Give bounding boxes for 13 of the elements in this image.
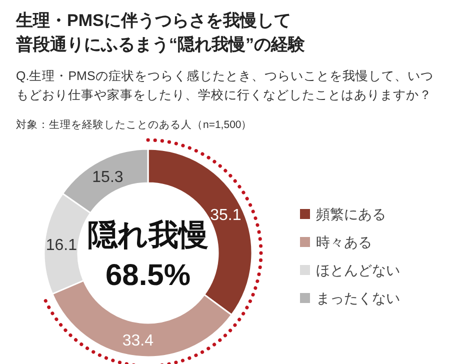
legend-label: 時々ある (316, 234, 372, 250)
data-label: 33.4 (122, 332, 154, 350)
legend-label: まったくない (316, 290, 400, 306)
text: 68.5% (105, 259, 191, 292)
text: 隠れ我慢 (88, 219, 208, 252)
text: 対象：生理を経験したことのある人（n=1,500） (16, 118, 252, 131)
legend-label: 頻繁にある (316, 206, 386, 222)
chart-title: 生理・PMSに伴うつらさを我慢して普段通りにふるまう“隠れ我慢”の経験 (15, 11, 306, 54)
chart-subtitle: Q.生理・PMSの症状をつらく感じたとき、つらいことを我慢して、いつもどおり仕事や家事をしたり、学校に行くなどしたことはありますか？ (16, 69, 434, 102)
data-label: 16.1 (46, 237, 78, 254)
legend-label: ほとんどない (316, 262, 400, 278)
data-label: 15.3 (92, 168, 124, 186)
data-label: 35.1 (210, 206, 242, 224)
